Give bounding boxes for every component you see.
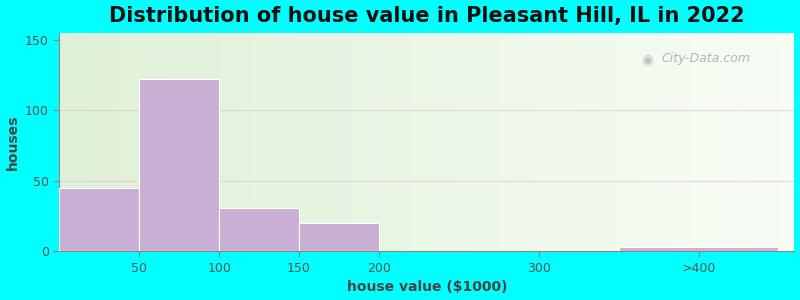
Text: ◉: ◉ bbox=[642, 52, 654, 66]
Bar bbox=[456, 33, 471, 251]
Bar bbox=[103, 33, 118, 251]
Bar bbox=[139, 79, 219, 251]
Bar bbox=[530, 33, 545, 251]
Bar bbox=[780, 33, 794, 251]
Bar bbox=[691, 33, 706, 251]
Bar bbox=[250, 33, 266, 251]
Bar bbox=[89, 33, 103, 251]
Bar bbox=[618, 33, 633, 251]
Bar bbox=[133, 33, 148, 251]
Bar bbox=[219, 208, 299, 251]
Bar bbox=[471, 33, 486, 251]
Bar bbox=[574, 33, 589, 251]
Bar bbox=[59, 188, 139, 251]
Bar bbox=[765, 33, 780, 251]
Bar bbox=[310, 33, 324, 251]
Bar bbox=[750, 33, 765, 251]
Bar bbox=[427, 33, 442, 251]
Title: Distribution of house value in Pleasant Hill, IL in 2022: Distribution of house value in Pleasant … bbox=[109, 6, 745, 26]
Bar bbox=[280, 33, 294, 251]
Y-axis label: houses: houses bbox=[6, 114, 19, 170]
Bar bbox=[721, 33, 736, 251]
Bar bbox=[677, 33, 691, 251]
Bar bbox=[221, 33, 236, 251]
Bar bbox=[299, 223, 379, 251]
Bar bbox=[177, 33, 192, 251]
Bar bbox=[647, 33, 662, 251]
Bar bbox=[633, 33, 647, 251]
Bar bbox=[589, 33, 603, 251]
Bar bbox=[192, 33, 206, 251]
Bar bbox=[559, 33, 574, 251]
Bar bbox=[294, 33, 310, 251]
Bar bbox=[412, 33, 427, 251]
Bar bbox=[662, 33, 677, 251]
Bar bbox=[706, 33, 721, 251]
Bar bbox=[442, 33, 456, 251]
Bar bbox=[162, 33, 177, 251]
Bar bbox=[74, 33, 89, 251]
Bar bbox=[515, 33, 530, 251]
Bar bbox=[383, 33, 398, 251]
Bar bbox=[398, 33, 412, 251]
Bar bbox=[59, 33, 74, 251]
Bar bbox=[206, 33, 221, 251]
Bar bbox=[603, 33, 618, 251]
Bar bbox=[368, 33, 383, 251]
Bar bbox=[266, 33, 280, 251]
Bar bbox=[736, 33, 750, 251]
Bar bbox=[354, 33, 368, 251]
Bar bbox=[486, 33, 501, 251]
Bar bbox=[148, 33, 162, 251]
Bar bbox=[618, 247, 778, 251]
Bar bbox=[324, 33, 338, 251]
Bar bbox=[545, 33, 559, 251]
Text: City-Data.com: City-Data.com bbox=[662, 52, 750, 65]
Bar bbox=[118, 33, 133, 251]
X-axis label: house value ($1000): house value ($1000) bbox=[346, 280, 507, 294]
Bar bbox=[236, 33, 250, 251]
Bar bbox=[501, 33, 515, 251]
Bar bbox=[338, 33, 354, 251]
